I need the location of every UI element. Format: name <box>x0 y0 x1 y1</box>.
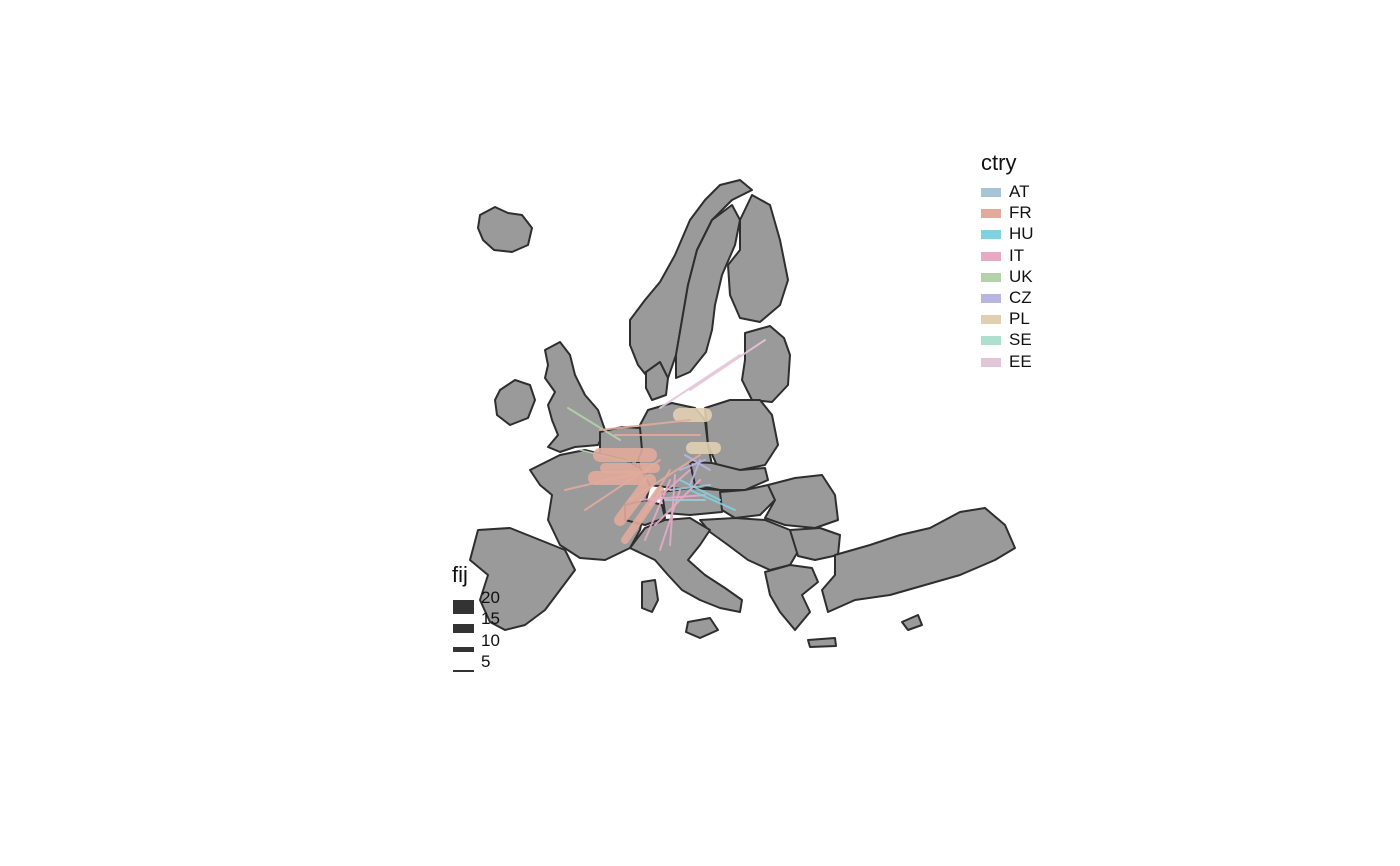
country-bulgaria <box>789 527 841 561</box>
size-key-5 <box>453 669 474 672</box>
legend-label-uk: UK <box>1009 266 1033 286</box>
legend-label-it: IT <box>1009 245 1025 265</box>
flow-line-it <box>639 494 706 501</box>
country-italy <box>629 517 743 613</box>
flow-line-fr <box>584 459 661 511</box>
legend-swatch-se <box>981 336 1001 346</box>
legend-swatch-it <box>981 251 1001 261</box>
country-romania <box>764 474 839 529</box>
color-legend-title: ctry <box>981 150 1017 175</box>
legend-label-pl: PL <box>1009 309 1030 329</box>
country-finland <box>727 194 789 323</box>
legend-label-at: AT <box>1009 182 1030 201</box>
country-ireland <box>494 379 536 426</box>
flow-line-hu <box>689 489 736 511</box>
flow-line-hu <box>679 479 721 501</box>
flow-line-uk <box>567 407 621 441</box>
country-cyprus <box>901 614 923 631</box>
country-baltics <box>741 325 791 403</box>
legend-swatch-fr <box>981 209 1001 219</box>
flow-line-fr <box>614 474 656 526</box>
size-label-10: 10 <box>481 630 500 650</box>
legend-label-cz: CZ <box>1009 288 1032 307</box>
country-poland <box>704 399 779 471</box>
legend-label-ee: EE <box>1009 351 1032 371</box>
country-iceland <box>477 206 533 253</box>
legend-swatch-uk <box>981 272 1001 282</box>
country-great-britain <box>544 341 606 453</box>
legend-label-se: SE <box>1009 330 1032 350</box>
size-key-10 <box>453 647 474 653</box>
flow-line-ee <box>689 339 766 391</box>
legend-swatch-cz <box>981 294 1001 303</box>
flow-line-ee <box>659 354 741 409</box>
country-greece <box>764 564 819 631</box>
size-key-15 <box>453 623 474 633</box>
legend-label-fr: FR <box>1009 203 1032 223</box>
country-polygons <box>469 179 1016 648</box>
legend-swatch-ee <box>981 357 1001 367</box>
size-legend-title: fij <box>452 562 468 587</box>
flow-line-fr <box>629 454 701 501</box>
country-crete <box>807 637 837 648</box>
legend-label-hu: HU <box>1009 224 1034 244</box>
legend-swatch-at <box>981 188 1001 197</box>
country-denmark <box>645 361 669 401</box>
flow-line-at <box>669 484 711 491</box>
country-sicily <box>685 617 719 639</box>
size-key-20 <box>453 600 474 614</box>
country-iberia <box>469 527 576 631</box>
flow-line-fr <box>599 419 691 431</box>
flow-line-cz <box>689 459 701 486</box>
flow-lines <box>564 339 766 551</box>
country-sweden <box>675 204 741 379</box>
flow-line-it <box>669 474 676 546</box>
flow-line-fr <box>564 469 651 491</box>
legend-swatch-hu <box>981 230 1001 240</box>
country-sardinia <box>641 579 659 613</box>
size-label-5: 5 <box>481 651 491 671</box>
size-label-15: 15 <box>481 609 500 629</box>
flow-line-cz <box>679 459 706 471</box>
size-label-20: 20 <box>481 588 500 607</box>
legend-swatch-pl <box>981 315 1001 325</box>
country-turkey <box>821 507 1016 613</box>
